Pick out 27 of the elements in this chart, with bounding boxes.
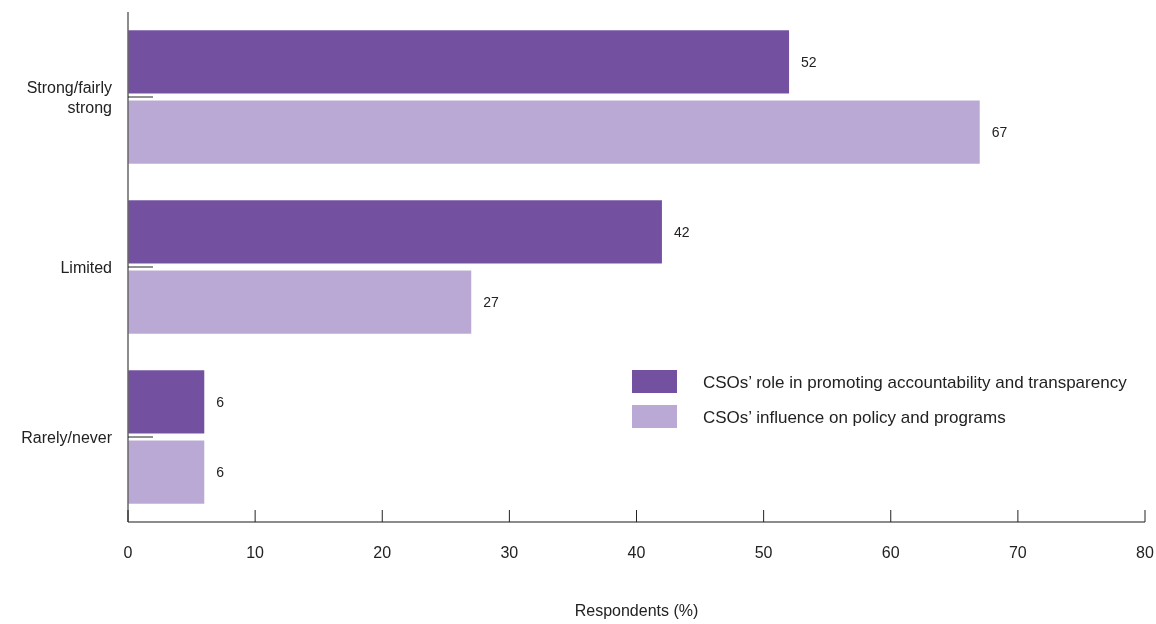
legend-label: CSOs’ role in promoting accountability and transparency xyxy=(703,372,1128,392)
y-tick-label: Strong/fairly strong xyxy=(26,78,112,116)
x-tick-label: 10 xyxy=(246,543,265,561)
x-tick-label: 0 xyxy=(123,543,133,561)
bar xyxy=(128,100,980,164)
bar xyxy=(128,270,472,334)
x-tick-label: 60 xyxy=(881,543,900,561)
x-tick-label: 70 xyxy=(1008,543,1027,561)
x-tick-label: 80 xyxy=(1136,543,1154,561)
bar xyxy=(128,370,205,434)
bar xyxy=(128,30,790,94)
x-tick-label: 20 xyxy=(373,543,392,561)
x-tick-label: 30 xyxy=(500,543,519,561)
data-label: 52 xyxy=(801,53,817,70)
data-label: 6 xyxy=(216,393,225,410)
data-label: 67 xyxy=(991,124,1008,141)
x-tick-label: 50 xyxy=(754,543,773,561)
data-label: 42 xyxy=(673,223,690,240)
data-label: 27 xyxy=(483,294,500,311)
bar xyxy=(128,440,205,504)
y-tick-label: Limited xyxy=(60,258,112,276)
bar xyxy=(128,200,662,264)
x-tick-label: 40 xyxy=(627,543,646,561)
data-label: 6 xyxy=(216,464,225,481)
legend-label: CSOs’ influence on policy and programs xyxy=(703,407,1006,427)
x-axis-title: Respondents (%) xyxy=(574,601,699,619)
y-tick-label: Rarely/never xyxy=(21,428,113,446)
